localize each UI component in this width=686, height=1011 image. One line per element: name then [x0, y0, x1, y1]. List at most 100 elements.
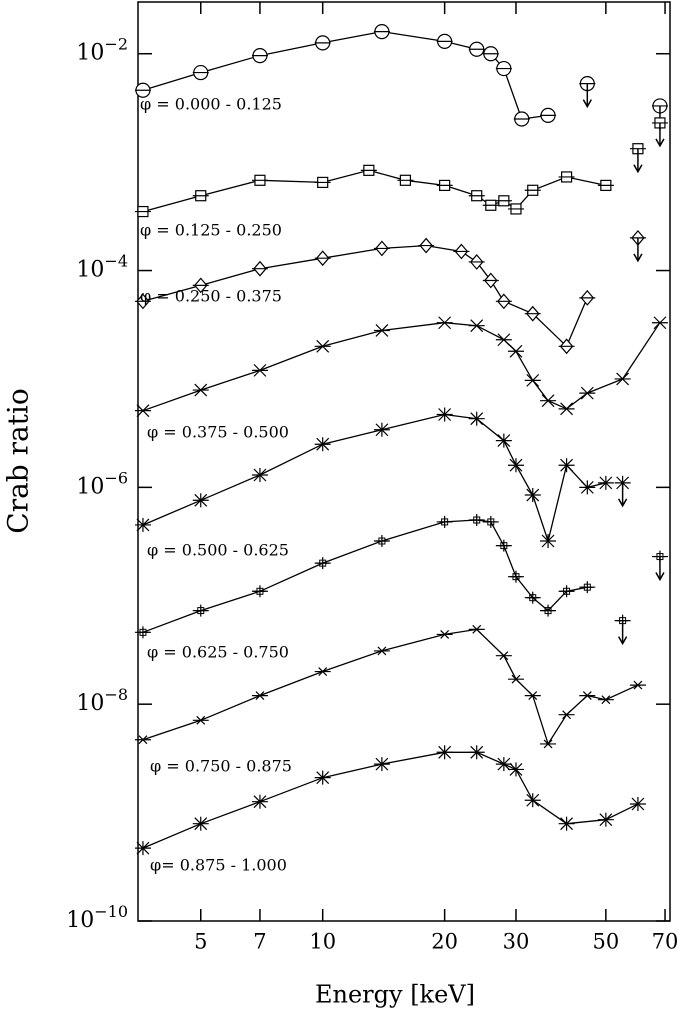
marker	[579, 386, 596, 400]
marker	[495, 333, 512, 347]
marker	[651, 316, 668, 330]
marker	[436, 179, 453, 192]
marker	[507, 344, 524, 358]
limit-arrow-head	[617, 498, 628, 508]
marker	[436, 33, 453, 49]
marker	[418, 237, 435, 254]
y-tick-label: 10−8	[76, 685, 128, 717]
marker	[558, 458, 575, 473]
series-label: φ= 0.875 - 1.000	[150, 856, 287, 875]
plot-frame	[137, 1, 671, 922]
marker	[524, 184, 541, 196]
marker	[373, 23, 390, 40]
marker	[373, 422, 390, 437]
y-tick-label: 10−2	[76, 34, 128, 66]
marker	[314, 437, 331, 452]
marker	[507, 674, 524, 684]
marker	[597, 812, 614, 827]
y-tick-label: 10−6	[76, 468, 128, 500]
limit-arrow-head	[582, 99, 592, 109]
marker	[540, 394, 557, 408]
marker	[436, 316, 453, 330]
x-tick-label: 20	[431, 930, 458, 954]
marker	[507, 458, 524, 473]
marker	[579, 480, 596, 495]
marker	[513, 111, 530, 127]
limit-arrow-head	[617, 636, 628, 646]
series-line	[142, 413, 606, 544]
y-axis-label: Crab ratio	[2, 388, 35, 533]
marker	[524, 373, 541, 387]
marker	[524, 488, 541, 503]
x-tick-label: 5	[194, 930, 207, 954]
marker	[579, 289, 596, 306]
marker	[629, 797, 646, 812]
series-label: φ = 0.500 - 0.625	[147, 541, 289, 560]
series-label: φ = 0.250 - 0.375	[140, 287, 282, 306]
upper-limit	[651, 550, 668, 582]
marker	[507, 203, 524, 215]
marker	[251, 48, 268, 64]
marker	[134, 841, 151, 856]
marker	[436, 745, 453, 760]
marker	[192, 190, 209, 202]
marker	[436, 407, 453, 422]
marker	[558, 402, 575, 416]
marker	[314, 176, 331, 189]
marker	[579, 691, 596, 701]
limit-arrow-head	[655, 572, 665, 582]
x-tick-label: 50	[592, 930, 619, 954]
marker	[453, 243, 470, 260]
marker	[251, 794, 268, 809]
marker	[597, 179, 614, 192]
marker	[192, 383, 209, 397]
marker	[468, 745, 485, 760]
marker	[558, 816, 575, 831]
marker	[314, 35, 331, 51]
marker	[468, 254, 485, 270]
upper-limit	[629, 229, 646, 263]
x-axis-label: Energy [keV]	[315, 981, 475, 1009]
marker	[524, 691, 541, 701]
marker	[495, 651, 512, 661]
series-label: φ = 0.125 - 0.250	[140, 221, 282, 240]
marker	[192, 816, 209, 831]
marker	[495, 60, 512, 77]
marker	[314, 770, 331, 785]
marker	[468, 41, 485, 57]
limit-arrow-head	[655, 138, 665, 148]
marker	[524, 305, 541, 322]
marker	[373, 240, 390, 257]
marker	[192, 493, 209, 508]
marker	[360, 164, 377, 176]
marker	[558, 338, 575, 355]
upper-limit	[651, 117, 668, 148]
marker	[507, 570, 524, 583]
marker	[134, 205, 151, 218]
marker	[397, 174, 414, 186]
marker	[468, 624, 485, 634]
limit-arrow-head	[633, 253, 643, 263]
marker	[314, 667, 331, 676]
y-tick-label: 10−4	[76, 251, 128, 283]
marker	[482, 272, 499, 289]
marker	[192, 715, 209, 725]
marker	[540, 534, 557, 549]
upper-limit	[614, 614, 631, 646]
x-tick-label: 70	[652, 930, 679, 954]
marker	[629, 680, 646, 690]
marker	[540, 604, 557, 617]
marker	[192, 604, 209, 617]
marker	[251, 363, 268, 377]
marker	[495, 757, 512, 772]
marker	[251, 585, 268, 598]
marker	[468, 190, 485, 202]
marker	[558, 585, 575, 598]
marker	[373, 324, 390, 337]
marker	[251, 468, 268, 483]
marker	[251, 691, 268, 701]
series-label: φ = 0.625 - 0.750	[147, 643, 289, 662]
series-label: φ = 0.750 - 0.875	[150, 757, 292, 776]
upper-limit	[629, 143, 646, 174]
series-label: φ = 0.375 - 0.500	[147, 423, 289, 442]
